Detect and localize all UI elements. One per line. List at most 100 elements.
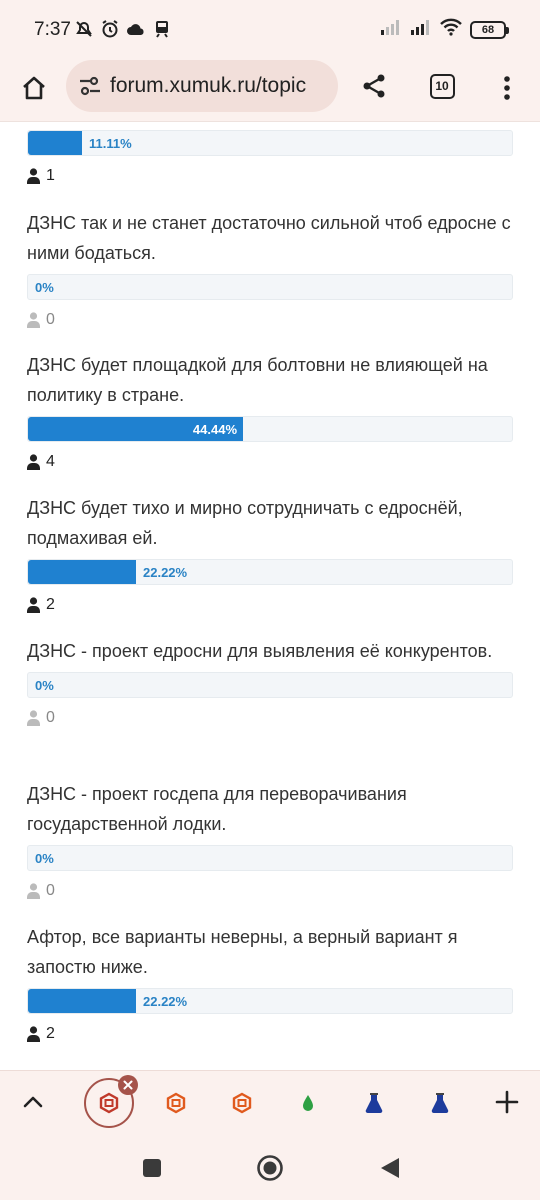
tab-item-active[interactable] bbox=[84, 1078, 134, 1128]
system-nav-bar bbox=[0, 1134, 540, 1200]
muted-alarm-icon bbox=[74, 18, 94, 40]
recents-button[interactable] bbox=[138, 1154, 166, 1182]
train-icon bbox=[152, 18, 172, 40]
signal-weak-icon bbox=[380, 18, 402, 41]
green-drop-icon bbox=[297, 1092, 319, 1114]
chevron-up-icon bbox=[23, 1096, 43, 1108]
close-tab-button[interactable] bbox=[118, 1075, 138, 1095]
poll-question: ДЗНС так и не станет достаточно сильной … bbox=[27, 213, 511, 263]
poll-votes: 2 bbox=[27, 595, 513, 615]
poll-bar: 0% bbox=[27, 672, 513, 698]
poll-votes: 0 bbox=[27, 881, 513, 901]
close-icon bbox=[123, 1080, 133, 1090]
poll-bar-fill bbox=[28, 560, 136, 584]
poll-question: ДЗНС - проект госдепа для переворачивани… bbox=[27, 784, 407, 834]
poll-percent: 11.11% bbox=[89, 136, 132, 151]
poll-question: ДЗНС будет площадкой для болтовни не вли… bbox=[27, 355, 488, 405]
poll-option: Афтор, все варианты неверны, а верный ва… bbox=[27, 922, 513, 1044]
square-icon bbox=[143, 1159, 161, 1177]
user-icon bbox=[27, 597, 40, 613]
back-button[interactable] bbox=[376, 1154, 404, 1182]
flask-icon bbox=[429, 1092, 451, 1114]
menu-button[interactable] bbox=[492, 68, 522, 108]
user-icon bbox=[27, 710, 40, 726]
poll-votes: 0 bbox=[27, 708, 513, 728]
poll-bar: 11.11% bbox=[27, 130, 513, 156]
url-text: forum.xumuk.ru/topic bbox=[110, 74, 307, 97]
tab-switcher-button[interactable]: 10 bbox=[424, 68, 460, 104]
battery-level: 68 bbox=[481, 23, 495, 36]
site-settings-icon[interactable] bbox=[78, 75, 104, 97]
poll-vote-count: 1 bbox=[46, 167, 55, 184]
share-button[interactable] bbox=[354, 66, 394, 106]
home-button[interactable] bbox=[14, 68, 54, 108]
poll-percent: 44.44% bbox=[192, 422, 237, 437]
user-icon bbox=[27, 312, 40, 328]
poll-bar-fill bbox=[28, 417, 243, 441]
poll-vote-count: 2 bbox=[46, 1025, 55, 1042]
poll-bar: 22.22% bbox=[27, 559, 513, 585]
hexagon-logo-icon bbox=[98, 1092, 120, 1114]
hexagon-logo-icon bbox=[165, 1092, 187, 1114]
user-icon bbox=[27, 168, 40, 184]
user-icon bbox=[27, 883, 40, 899]
poll-question: ДЗНС - проект едросни для выявления её к… bbox=[27, 641, 493, 661]
poll-vote-count: 0 bbox=[46, 882, 55, 899]
poll-percent: 0% bbox=[35, 280, 54, 295]
home-icon bbox=[23, 76, 45, 100]
poll-votes: 2 bbox=[27, 1024, 513, 1044]
poll-bar: 0% bbox=[27, 274, 513, 300]
poll-option: ДЗНС так и не станет достаточно сильной … bbox=[27, 208, 513, 330]
user-icon bbox=[27, 1026, 40, 1042]
poll-bar: 22.22% bbox=[27, 988, 513, 1014]
poll-vote-count: 0 bbox=[46, 311, 55, 328]
new-tab-button[interactable] bbox=[494, 1089, 520, 1115]
circle-home-icon bbox=[257, 1155, 283, 1181]
poll-option: ДЗНС будет тихо и мирно сотрудничать с е… bbox=[27, 493, 513, 615]
poll-question: ДЗНС будет тихо и мирно сотрудничать с е… bbox=[27, 498, 463, 548]
kebab-menu-icon bbox=[504, 76, 510, 100]
poll-percent: 22.22% bbox=[143, 565, 188, 580]
poll-bar-fill bbox=[28, 989, 136, 1013]
poll-option: ДЗНС - проект едросни для выявления её к… bbox=[27, 636, 513, 728]
cloud-icon bbox=[126, 18, 146, 40]
poll-percent: 22.22% bbox=[143, 994, 188, 1009]
poll-votes: 1 bbox=[27, 166, 513, 186]
tab-item[interactable] bbox=[352, 1081, 396, 1125]
address-bar[interactable]: forum.xumuk.ru/topic bbox=[66, 60, 338, 112]
wifi-icon bbox=[440, 18, 462, 41]
tab-item[interactable] bbox=[286, 1081, 330, 1125]
flask-icon bbox=[363, 1092, 385, 1114]
poll-vote-count: 2 bbox=[46, 596, 55, 613]
poll-question: Афтор, все варианты неверны, а верный ва… bbox=[27, 927, 458, 977]
poll-option: ДЗНС - проект госдепа для переворачивани… bbox=[27, 779, 513, 901]
poll-percent: 0% bbox=[35, 851, 54, 866]
poll-results: 11.11% 1 ДЗНС так и не станет достаточно… bbox=[0, 122, 540, 1070]
poll-vote-count: 0 bbox=[46, 709, 55, 726]
poll-bar-fill bbox=[28, 131, 82, 155]
poll-percent: 0% bbox=[35, 678, 54, 693]
tab-item[interactable] bbox=[418, 1081, 462, 1125]
poll-vote-count: 4 bbox=[46, 453, 55, 470]
poll-option: 11.11% 1 bbox=[27, 130, 513, 186]
share-icon bbox=[363, 74, 385, 98]
browser-toolbar: forum.xumuk.ru/topic 10 bbox=[0, 60, 540, 122]
signal-icon bbox=[410, 18, 432, 41]
tab-count: 10 bbox=[429, 73, 455, 99]
status-time: 7:37 bbox=[34, 19, 71, 40]
poll-option: ДЗНС будет площадкой для болтовни не вли… bbox=[27, 350, 513, 472]
status-icons-left bbox=[74, 18, 172, 40]
back-triangle-icon bbox=[381, 1158, 399, 1178]
user-icon bbox=[27, 454, 40, 470]
poll-bar: 44.44% bbox=[27, 416, 513, 442]
plus-icon bbox=[495, 1090, 519, 1114]
poll-votes: 4 bbox=[27, 452, 513, 472]
tab-item[interactable] bbox=[220, 1081, 264, 1125]
tab-item[interactable] bbox=[154, 1081, 198, 1125]
home-nav-button[interactable] bbox=[256, 1154, 284, 1182]
status-icons-right: 68 bbox=[380, 18, 509, 41]
expand-tabs-button[interactable] bbox=[20, 1089, 46, 1115]
hexagon-logo-icon bbox=[231, 1092, 253, 1114]
alarm-clock-icon bbox=[100, 18, 120, 40]
poll-bar: 0% bbox=[27, 845, 513, 871]
